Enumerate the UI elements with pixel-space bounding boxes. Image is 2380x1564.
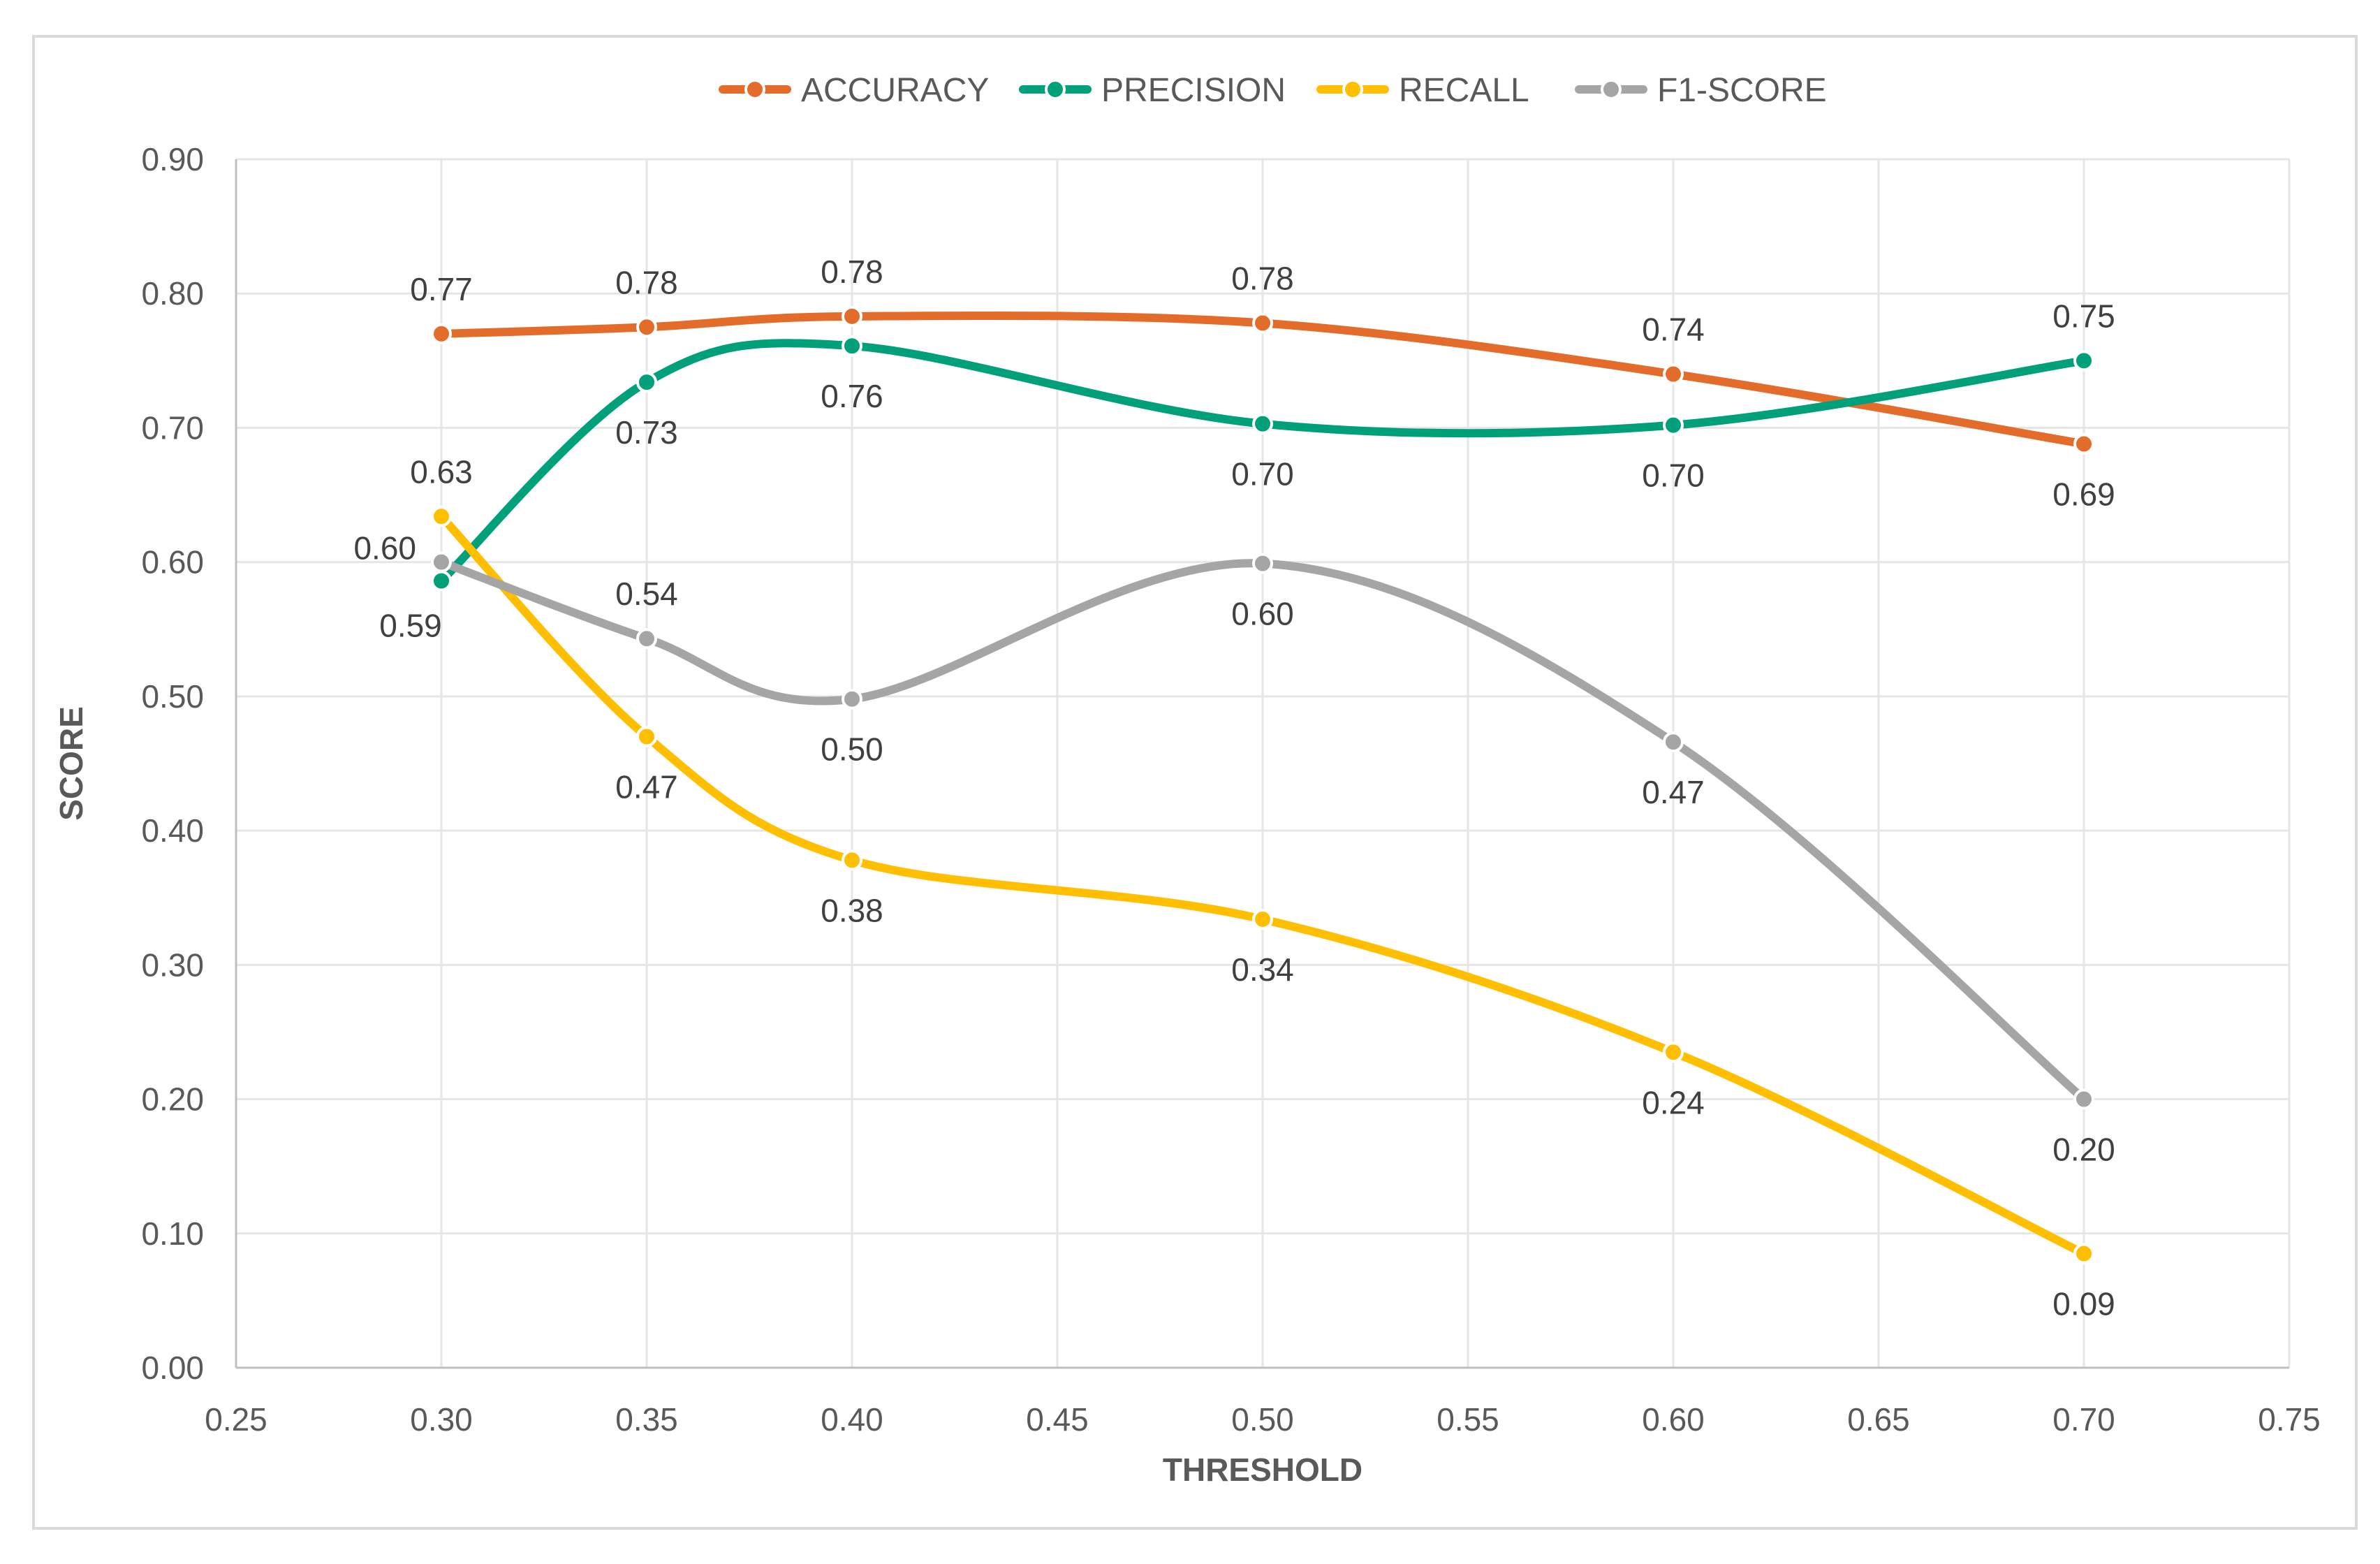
legend-label: PRECISION (1101, 72, 1286, 109)
precision-line (437, 339, 2088, 585)
legend: ACCURACY PRECISION RECALL F1-SCORE (719, 72, 1827, 109)
f1-score-point (2073, 1088, 2094, 1110)
legend-swatch-marker (1045, 79, 1066, 100)
x-tick-label: 0.50 (1231, 1401, 1294, 1438)
x-tick-label: 0.45 (1026, 1401, 1089, 1438)
recall-data-label: 0.47 (615, 769, 678, 805)
f1-score-data-label: 0.20 (2052, 1132, 2115, 1168)
f1-score-point (1252, 553, 1273, 574)
y-tick-label: 0.60 (141, 544, 204, 580)
y-tick-label: 0.30 (141, 947, 204, 983)
data-labels: 0.77 0.78 0.78 0.78 0.74 0.69 0.59 0.73 0.76 0.70… (353, 254, 2115, 1322)
x-tick-label: 0.30 (410, 1401, 473, 1438)
accuracy-point (2073, 433, 2094, 455)
legend-item-accuracy: ACCURACY (719, 72, 989, 109)
precision-point (1252, 413, 1273, 434)
recall-point (1663, 1042, 1684, 1063)
accuracy-data-label: 0.69 (2052, 476, 2115, 513)
y-tick-label: 0.70 (141, 409, 204, 446)
x-tick-label: 0.40 (821, 1401, 883, 1438)
axes (235, 159, 2289, 1369)
f1-score-point (431, 551, 452, 573)
accuracy-data-label: 0.77 (410, 271, 473, 307)
precision-data-label: 0.75 (2052, 298, 2115, 334)
precision-point (636, 372, 657, 393)
x-tick-label: 0.35 (615, 1401, 678, 1438)
f1-score-point (1663, 731, 1684, 753)
x-tick-label: 0.70 (2052, 1401, 2115, 1438)
precision-data-label: 0.59 (379, 608, 442, 644)
x-tick-label: 0.60 (1642, 1401, 1705, 1438)
recall-point (2073, 1243, 2094, 1264)
y-tick-label: 0.90 (141, 141, 204, 177)
precision-data-label: 0.70 (1231, 456, 1294, 492)
recall-point (431, 506, 452, 527)
precision-point (1663, 414, 1684, 436)
legend-item-f1-score: F1-SCORE (1575, 72, 1827, 109)
y-tick-label: 0.50 (141, 678, 204, 715)
precision-data-label: 0.70 (1642, 458, 1705, 494)
recall-data-label: 0.09 (2052, 1286, 2115, 1322)
recall-data-label: 0.24 (1642, 1084, 1705, 1120)
x-tick-label: 0.75 (2258, 1401, 2321, 1438)
x-tick-label: 0.55 (1437, 1401, 1499, 1438)
precision-point (431, 570, 452, 592)
recall-line (437, 512, 2088, 1258)
accuracy-point (431, 323, 452, 344)
legend-label: F1-SCORE (1657, 72, 1827, 109)
grid-lines (236, 158, 2291, 1368)
series-markers (431, 305, 2094, 1264)
x-axis-title: THRESHOLD (1163, 1452, 1362, 1488)
legend-swatch-marker (1601, 79, 1622, 100)
recall-data-label: 0.38 (821, 892, 883, 928)
f1-score-point (842, 688, 862, 710)
legend-item-precision: PRECISION (1019, 72, 1286, 109)
accuracy-data-label: 0.78 (1231, 261, 1294, 297)
y-axis-title: SCORE (53, 706, 89, 821)
legend-swatch-marker (1342, 79, 1363, 100)
accuracy-point (636, 316, 657, 338)
f1-score-data-label: 0.47 (1642, 774, 1705, 810)
accuracy-point (1252, 312, 1273, 334)
precision-point (842, 335, 862, 357)
chart-frame (32, 35, 2358, 1530)
y-tick-label: 0.00 (141, 1350, 204, 1386)
precision-data-label: 0.73 (615, 414, 678, 451)
f1-score-data-label: 0.60 (1231, 596, 1294, 632)
f1-score-point (636, 628, 657, 650)
accuracy-data-label: 0.74 (1642, 312, 1705, 348)
x-tick-label: 0.65 (1847, 1401, 1910, 1438)
y-tick-label: 0.80 (141, 275, 204, 312)
y-tick-label: 0.10 (141, 1215, 204, 1252)
recall-point (1252, 908, 1273, 930)
precision-point (2073, 350, 2094, 372)
accuracy-data-label: 0.78 (615, 264, 678, 300)
y-tick-label: 0.40 (141, 812, 204, 849)
y-tick-label: 0.20 (141, 1081, 204, 1118)
accuracy-point (842, 305, 862, 327)
accuracy-point (1663, 363, 1684, 385)
recall-point (636, 726, 657, 747)
x-tick-label: 0.25 (205, 1401, 267, 1438)
f1-score-data-label: 0.60 (353, 530, 416, 567)
recall-data-label: 0.34 (1231, 951, 1294, 988)
accuracy-data-label: 0.78 (821, 254, 883, 290)
f1-score-data-label: 0.50 (821, 731, 883, 768)
legend-swatch-marker (744, 79, 765, 100)
recall-point (842, 849, 862, 871)
tick-labels: 0.00 0.10 0.20 0.30 0.40 0.50 0.60 0.70 0.80 0.90… (141, 141, 2320, 1438)
recall-data-label: 0.63 (410, 453, 473, 490)
precision-data-label: 0.76 (821, 378, 883, 414)
legend-label: RECALL (1399, 72, 1529, 109)
legend-label: ACCURACY (801, 72, 989, 109)
legend-item-recall: RECALL (1316, 72, 1529, 109)
f1-score-data-label: 0.54 (615, 576, 678, 612)
